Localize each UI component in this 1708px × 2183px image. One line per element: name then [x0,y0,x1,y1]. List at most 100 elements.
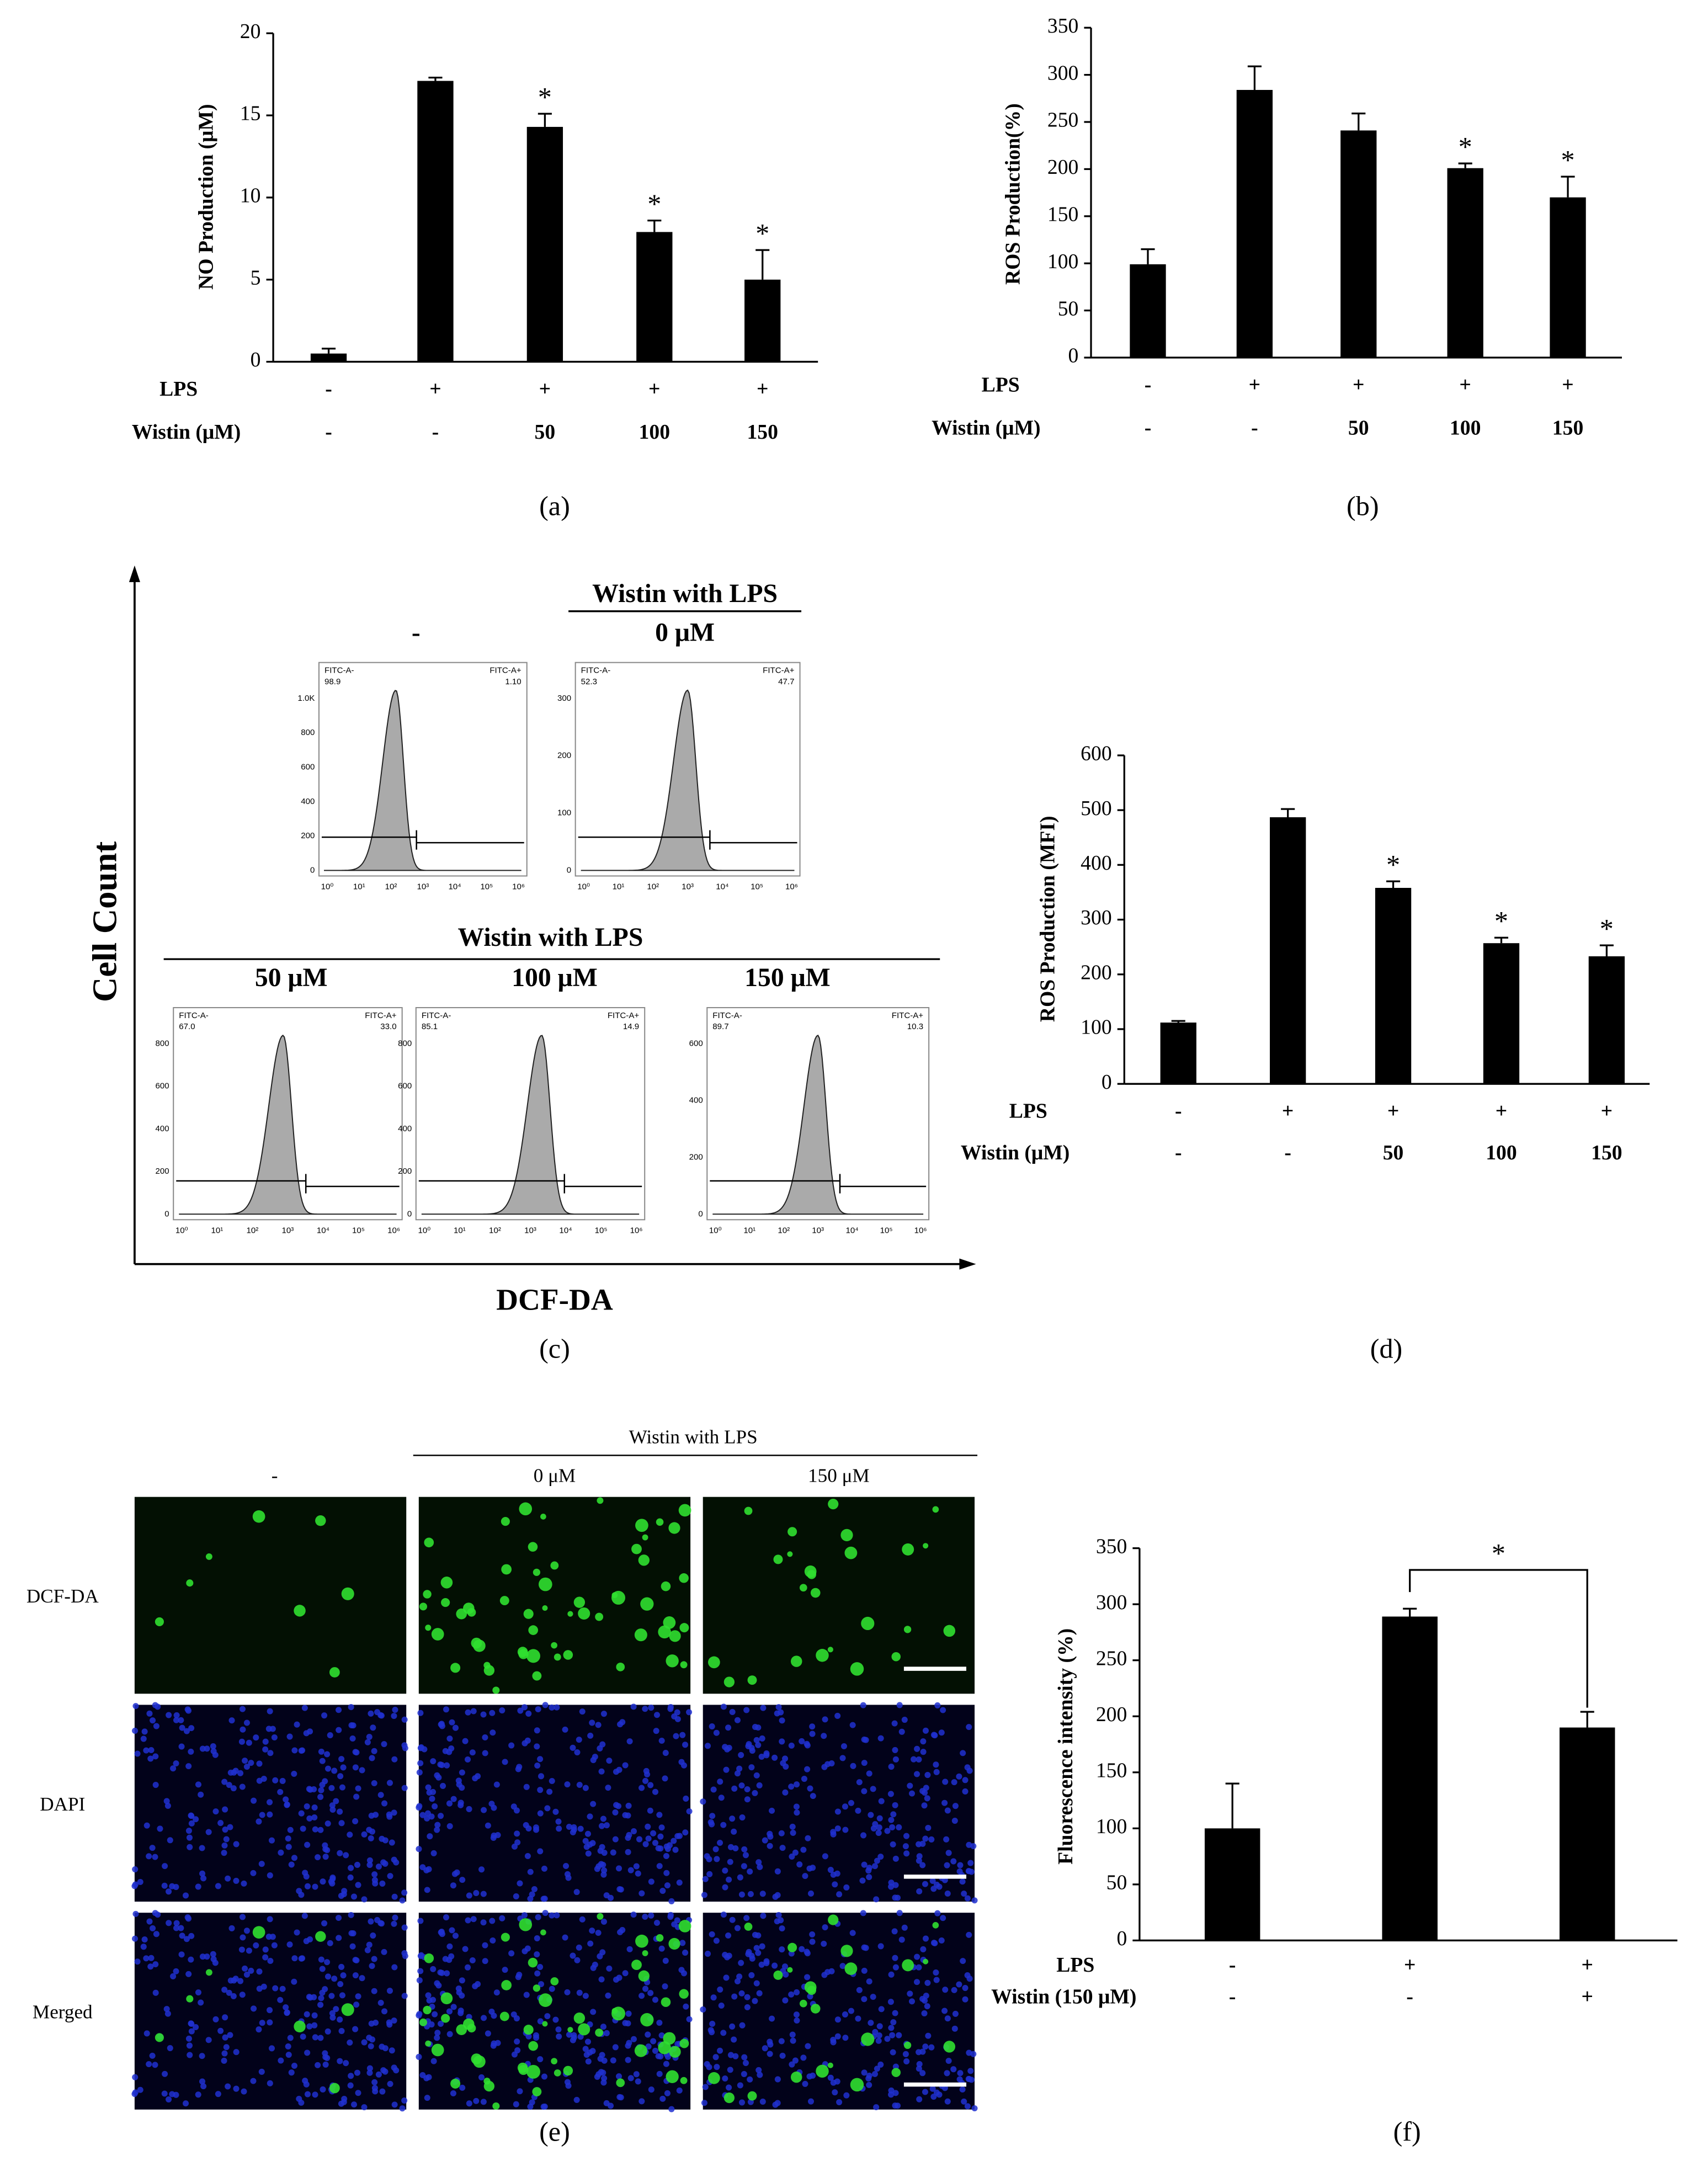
y-tick-label: 800 [156,1039,169,1048]
group-title: Wistin with LPS [592,579,778,608]
nucleus [239,1914,246,1920]
nucleus [331,1976,338,1982]
nucleus [391,1713,397,1719]
nucleus [523,1992,530,1998]
row-value: + [1249,373,1260,396]
ros-cell [473,1639,486,1652]
nucleus [577,1825,584,1832]
nucleus [228,1717,235,1724]
ros-cell [532,2087,542,2097]
nucleus [603,1822,610,1829]
nucleus [928,2044,935,2051]
nucleus [430,2058,437,2064]
nucleus [874,1857,880,1864]
nucleus [744,1796,751,1803]
nucleus [664,2090,671,2096]
nucleus [840,1743,847,1750]
nucleus [549,1777,555,1785]
nucleus [478,2074,485,2081]
nucleus [369,1755,375,1761]
nucleus [796,1861,803,1868]
nucleus [892,1855,899,1862]
nucleus [337,1980,344,1988]
nucleus [416,1846,422,1852]
nucleus [147,1755,154,1762]
nucleus [890,2019,897,2026]
ros-cell [533,1984,541,1992]
x-tick-label: 10⁰ [175,1226,188,1235]
nucleus [916,1857,922,1864]
nucleus [736,1765,743,1772]
nucleus [970,1843,977,1850]
nucleus [312,2034,318,2041]
nucleus [657,2053,664,2060]
panel-label: (a) [539,490,570,521]
nucleus [739,2022,746,2028]
ros-cell [708,1656,720,1669]
nucleus [741,1863,747,1870]
nucleus [866,1978,872,1985]
nucleus [772,1893,779,1900]
nucleus [630,1828,637,1835]
ros-cell [634,1628,647,1642]
gate-name: FITC-A- [712,1011,742,1020]
nucleus [317,1827,324,1833]
ros-cell [540,1514,546,1520]
ros-cell [467,1607,476,1617]
nucleus [668,2106,675,2112]
nucleus [185,1828,192,1834]
nucleus [704,1743,711,1749]
nucleus [898,1936,905,1943]
nucleus [664,2053,671,2060]
nucleus [919,1862,926,1868]
nucleus [630,1703,637,1710]
nucleus [337,2058,343,2064]
nucleus [152,1753,159,1760]
nucleus [922,2043,929,2050]
ros-cell [424,1537,434,1548]
ros-cell [708,2072,720,2084]
nucleus [300,2033,306,2040]
nucleus [848,2008,854,2014]
ros-cell [528,2041,539,2051]
ros-cell [723,2092,735,2104]
nucleus [253,1942,259,1948]
nucleus [755,2067,762,2073]
nucleus [925,1824,932,1831]
nucleus [714,2064,720,2070]
nucleus [199,2078,206,2085]
nucleus [914,1745,920,1752]
nucleus [166,1712,172,1718]
y-axis-title: ROS Production (MFI) [1036,816,1059,1022]
nucleus [801,1776,807,1782]
nucleus [352,1818,359,1824]
bar [1382,1616,1438,1941]
nucleus [337,1808,343,1815]
nucleus [369,1828,376,1835]
nucleus [508,1742,515,1749]
nucleus [438,1929,445,1935]
nucleus [489,1918,496,1924]
nucleus [246,1739,252,1746]
nucleus [372,2088,379,2095]
y-tick-label: 400 [301,797,315,806]
nucleus [481,1807,487,1813]
ros-cell [329,1667,340,1678]
nucleus [682,1829,689,1836]
nucleus [717,1779,723,1785]
nucleus [956,2076,963,2083]
ros-cell [668,1522,680,1534]
nucleus [371,1780,377,1787]
nucleus [894,1894,901,1901]
nucleus [945,1850,952,1856]
ros-cell [788,1527,797,1537]
nucleus [306,2023,313,2030]
nucleus [311,1804,318,1811]
nucleus [903,1850,910,1857]
nucleus [952,1803,959,1809]
error-bar [755,249,770,280]
ros-cell [631,1543,642,1554]
nucleus [873,1896,880,1903]
nucleus [302,1870,308,1876]
